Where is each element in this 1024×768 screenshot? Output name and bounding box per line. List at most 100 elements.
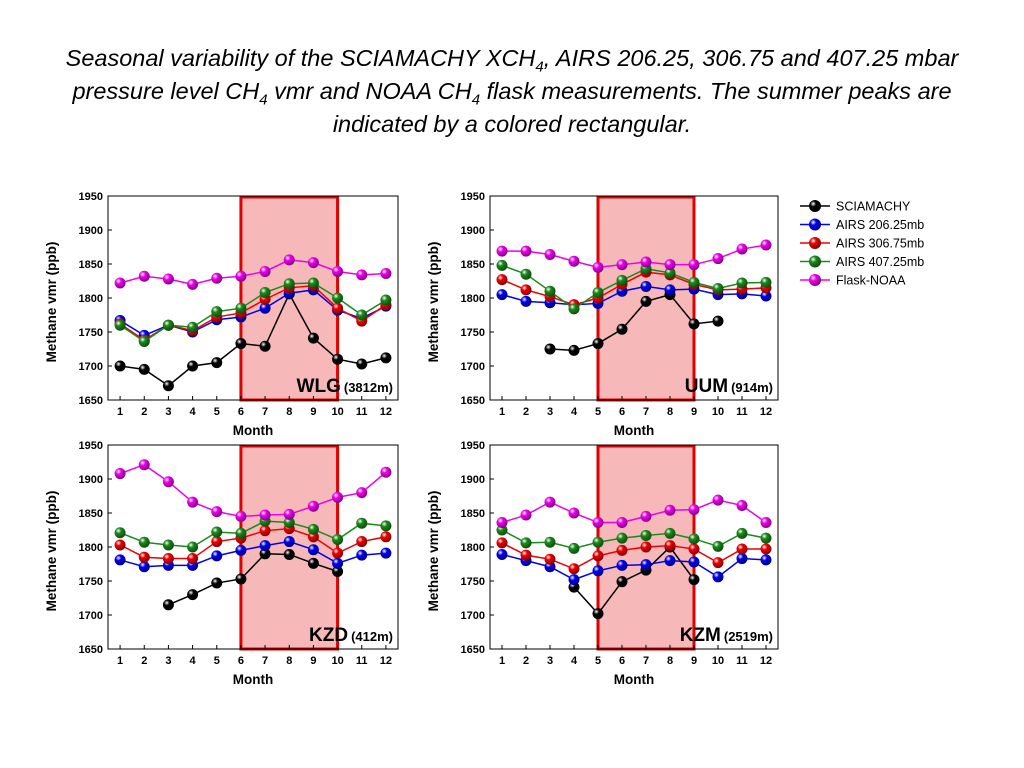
data-point [138, 336, 150, 348]
data-point [544, 285, 556, 297]
data-point [568, 255, 580, 267]
y-tick-label: 1750 [79, 327, 103, 339]
x-tick-label: 11 [356, 655, 368, 667]
legend: SCIAMACHY AIRS 206.25mb AIRS 306.75mb AIRS … [800, 200, 924, 288]
x-tick-label: 8 [286, 655, 292, 667]
data-point [380, 520, 392, 532]
station-name: WLG [297, 376, 341, 397]
data-point [307, 257, 319, 269]
data-point [235, 270, 247, 282]
data-point [235, 510, 247, 522]
data-point [544, 248, 556, 260]
x-tick-label: 2 [141, 655, 147, 667]
data-point [640, 559, 652, 571]
y-tick-label: 1750 [79, 576, 103, 588]
legend-marker [809, 218, 821, 231]
data-point [283, 536, 295, 548]
data-point [332, 534, 344, 546]
data-point [283, 254, 295, 266]
data-point [568, 303, 580, 315]
station-altitude: (3812m) [344, 380, 393, 395]
data-point [187, 360, 199, 372]
data-point [259, 302, 271, 314]
station-altitude: (914m) [731, 380, 773, 395]
data-point [544, 553, 556, 565]
data-point [235, 544, 247, 556]
x-tick-label: 11 [736, 406, 748, 418]
x-tick-label: 1 [117, 406, 123, 418]
y-tick-label: 1950 [79, 191, 103, 203]
x-axis-label: Month [614, 672, 654, 687]
data-point [307, 523, 319, 535]
data-point [283, 508, 295, 520]
data-point [332, 491, 344, 503]
data-point [520, 284, 532, 296]
data-point [544, 343, 556, 355]
data-point [332, 565, 344, 577]
data-point [138, 363, 150, 375]
x-tick-label: 3 [165, 406, 171, 418]
data-point [592, 338, 604, 350]
data-point [187, 321, 199, 333]
y-tick-label: 1850 [461, 508, 485, 520]
x-tick-label: 9 [691, 406, 697, 418]
data-point [162, 273, 174, 285]
data-point [520, 509, 532, 521]
data-point [592, 608, 604, 620]
station-altitude: (412m) [351, 629, 393, 644]
series-flask-noaa [496, 239, 772, 273]
legend-entry: AIRS 206.25mb [800, 218, 924, 232]
data-point [496, 274, 508, 286]
data-point [568, 563, 580, 575]
y-axis-label: Methane vmr (ppb) [44, 491, 59, 612]
data-point [356, 487, 368, 499]
data-point [712, 282, 724, 294]
series-flask-noaa [114, 459, 392, 522]
title-subscript: 4 [471, 91, 481, 109]
data-point [640, 295, 652, 307]
data-point [712, 571, 724, 583]
data-point [114, 468, 126, 480]
legend-marker [809, 274, 821, 286]
y-axis-label: Methane vmr (ppb) [426, 491, 441, 612]
data-point [283, 278, 295, 290]
x-axis-label: Month [614, 423, 654, 438]
series-airs-306-75mb [114, 523, 392, 565]
data-point [235, 302, 247, 314]
y-tick-label: 1750 [461, 327, 485, 339]
data-point [712, 253, 724, 265]
data-point [544, 496, 556, 508]
y-tick-label: 1850 [79, 259, 103, 271]
legend-marker [809, 255, 821, 268]
data-point [114, 554, 126, 566]
data-point [616, 517, 628, 529]
x-tick-label: 5 [214, 406, 220, 418]
series-sciamachy [114, 288, 392, 392]
station-label: UUM (914m) [685, 376, 773, 397]
data-point [736, 243, 748, 255]
series-airs-407-25mb [496, 259, 772, 315]
data-point [307, 557, 319, 569]
x-tick-label: 10 [331, 655, 343, 667]
y-tick-label: 1900 [79, 225, 103, 237]
data-point [162, 380, 174, 392]
x-tick-label: 4 [190, 655, 197, 667]
title-text: flask measurements. The summer peaks are… [332, 78, 952, 137]
data-point [712, 557, 724, 569]
data-point [259, 525, 271, 537]
data-point [211, 272, 223, 284]
x-tick-label: 10 [712, 406, 724, 418]
data-point [688, 543, 700, 555]
data-point [235, 338, 247, 350]
title-text: Seasonal variability of the SCIAMACHY XC… [65, 45, 536, 71]
station-label: WLG (3812m) [297, 376, 393, 397]
data-point [307, 500, 319, 512]
data-point [259, 540, 271, 552]
data-point [187, 278, 199, 290]
x-tick-label: 6 [238, 406, 244, 418]
data-point [664, 527, 676, 539]
x-tick-label: 5 [214, 655, 220, 667]
data-point [114, 360, 126, 372]
data-point [592, 517, 604, 529]
